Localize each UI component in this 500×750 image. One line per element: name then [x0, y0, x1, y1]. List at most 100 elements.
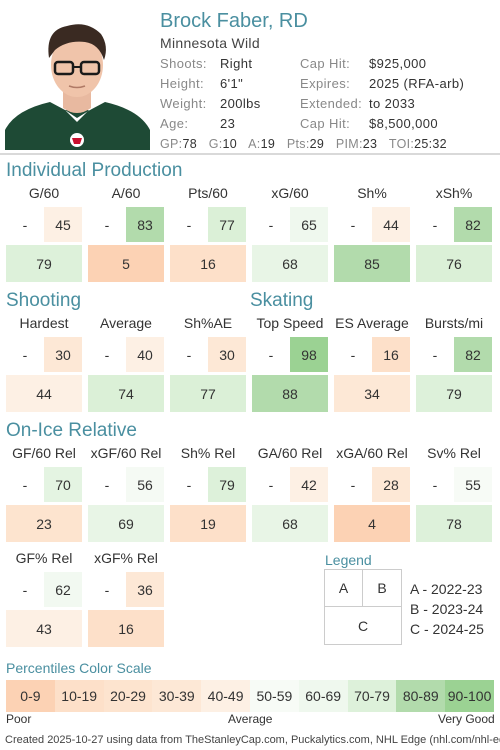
stat-value-a: - [252, 337, 290, 372]
stat-value-c: 44 [6, 375, 82, 412]
stat-card: Bursts/mi -82 79 [416, 312, 492, 412]
color-scale-title: Percentiles Color Scale [6, 660, 152, 676]
info-extended: Extended: to 2033 [300, 96, 416, 111]
stat-value-c: 79 [416, 375, 492, 412]
header-divider [0, 153, 500, 155]
stat-value-c: 19 [170, 505, 246, 542]
stat-card: Sh%AE -30 77 [170, 312, 246, 412]
stat-value-c: 85 [334, 245, 410, 282]
stat-value-c: 76 [416, 245, 492, 282]
stat-value-a: - [416, 337, 454, 372]
legend-cell-c: C [357, 617, 369, 634]
info-new-cap-hit: Cap Hit: $8,500,000 [300, 116, 439, 131]
scale-label-very-good: Very Good [438, 712, 495, 726]
footer-credits: Created 2025-10-27 using data from TheSt… [5, 734, 500, 746]
stat-value-c: 16 [88, 610, 164, 647]
stat-value-a: - [334, 467, 372, 502]
stat-card: xSh% -82 76 [416, 182, 492, 282]
stat-value-c: 34 [334, 375, 410, 412]
info-expires: Expires: 2025 (RFA-arb) [300, 76, 465, 91]
stat-value-b: 65 [290, 207, 328, 242]
stat-value-c: 16 [170, 245, 246, 282]
stat-value-c: 78 [416, 505, 492, 542]
scale-bin: 80-89 [396, 680, 446, 712]
section-shooting: Shooting [6, 290, 82, 311]
legend-cell-b: B [363, 570, 401, 607]
color-scale: 0-9 10-19 20-29 30-39 40-49 50-59 60-69 70-79 80… [6, 680, 494, 712]
stat-value-a: - [416, 467, 454, 502]
stat-card: Sh% Rel -79 19 [170, 442, 246, 542]
stat-value-a: - [170, 467, 208, 502]
info-cap-hit: Cap Hit: $925,000 [300, 56, 427, 71]
stat-value-b: 62 [44, 572, 82, 607]
stat-value-c: 79 [6, 245, 82, 282]
stat-card: Top Speed -98 88 [252, 312, 328, 412]
info-height: Height: 6'1" [160, 76, 244, 91]
stat-label: xGF% Rel [94, 550, 158, 566]
stat-value-b: 82 [454, 207, 492, 242]
team-name: Minnesota Wild [160, 35, 260, 51]
scale-bin: 90-100 [445, 680, 494, 712]
stat-label: xGF/60 Rel [90, 445, 162, 461]
stat-label: xG/60 [271, 185, 309, 201]
stat-value-b: 82 [454, 337, 492, 372]
scale-bin: 60-69 [298, 680, 348, 712]
stat-value-b: 44 [372, 207, 410, 242]
stat-value-b: 79 [208, 467, 246, 502]
stat-value-a: - [6, 467, 44, 502]
stat-card: GF/60 Rel -70 23 [6, 442, 82, 542]
legend-title: Legend [325, 552, 372, 568]
stat-label: Pts/60 [188, 185, 228, 201]
stat-card: ES Average -16 34 [334, 312, 410, 412]
stat-value-b: 98 [290, 337, 328, 372]
stat-value-b: 28 [372, 467, 410, 502]
stat-value-b: 40 [126, 337, 164, 372]
stat-value-b: 42 [290, 467, 328, 502]
stat-card: A/60 -83 5 [88, 182, 164, 282]
stat-value-b: 36 [126, 572, 164, 607]
stat-card: Average -40 74 [88, 312, 164, 412]
stat-label: Hardest [19, 315, 69, 331]
legend-cell-a: A [325, 570, 363, 607]
stat-card: G/60 -45 79 [6, 182, 82, 282]
stat-label: xSh% [435, 185, 473, 201]
stat-value-b: 30 [208, 337, 246, 372]
stat-value-a: - [170, 207, 208, 242]
stat-value-c: 88 [252, 375, 328, 412]
scale-bin: 20-29 [103, 680, 153, 712]
stat-value-a: - [170, 337, 208, 372]
stat-value-a: - [334, 207, 372, 242]
scale-bin: 50-59 [249, 680, 299, 712]
stat-value-a: - [252, 467, 290, 502]
legend-line-b: B - 2023-24 [410, 601, 484, 617]
stat-value-a: - [88, 572, 126, 607]
stat-label: Sh% [357, 185, 387, 201]
stat-value-a: - [6, 337, 44, 372]
info-shoots: Shoots: Right [160, 56, 253, 71]
stat-value-a: - [6, 207, 44, 242]
section-individual-production: Individual Production [6, 160, 183, 181]
stat-value-a: - [88, 207, 126, 242]
scale-bin: 30-39 [152, 680, 202, 712]
stat-value-c: 68 [252, 505, 328, 542]
stat-label: Sv% Rel [427, 445, 481, 461]
stat-value-b: 16 [372, 337, 410, 372]
stat-value-c: 74 [88, 375, 164, 412]
stat-value-a: - [88, 467, 126, 502]
stat-label: Average [100, 315, 152, 331]
stat-value-a: - [88, 337, 126, 372]
scale-label-poor: Poor [6, 712, 32, 726]
legend-line-a: A - 2022-23 [410, 581, 483, 597]
stat-value-a: - [252, 207, 290, 242]
stat-label: A/60 [111, 185, 141, 201]
stat-card: GF% Rel -62 43 [6, 547, 82, 647]
stat-card: Hardest -30 44 [6, 312, 82, 412]
stat-card: xGF% Rel -36 16 [88, 547, 164, 647]
stat-label: GA/60 Rel [257, 445, 323, 461]
legend-line-c: C - 2024-25 [410, 621, 484, 637]
stat-value-a: - [334, 337, 372, 372]
stat-label: Bursts/mi [424, 315, 484, 331]
stat-card: Pts/60 -77 16 [170, 182, 246, 282]
stat-label: xGA/60 Rel [336, 445, 408, 461]
stat-card: xG/60 -65 68 [252, 182, 328, 282]
